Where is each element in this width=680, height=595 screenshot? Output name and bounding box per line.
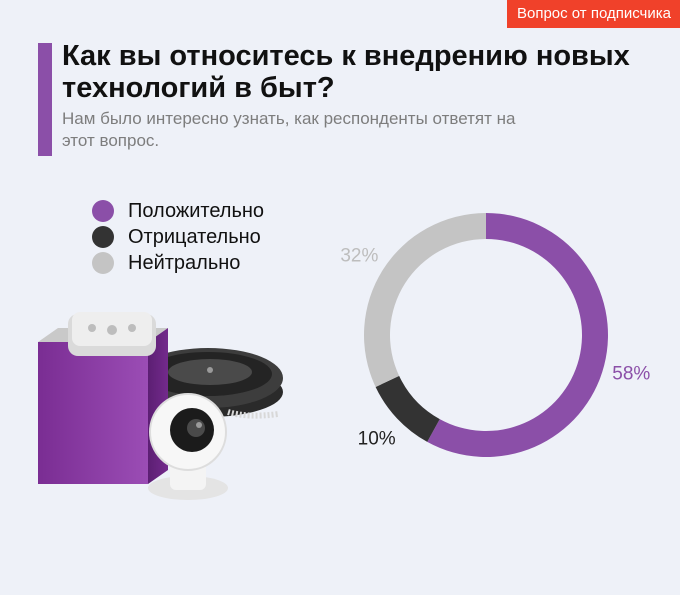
legend-swatch-negative (92, 226, 114, 248)
smart-speaker-icon (38, 312, 168, 484)
donut-slice-neutral (364, 213, 486, 387)
data-label-positive: 58% (612, 363, 650, 384)
legend-swatch-positive (92, 200, 114, 222)
page-subtitle: Нам было интересно узнать, как респонден… (62, 109, 516, 150)
subscriber-question-badge: Вопрос от подписчика (506, 0, 680, 28)
page-title: Как вы относитесь к внедрению новых техн… (62, 40, 630, 104)
donut-chart: 58% 10% 32% (340, 213, 650, 458)
smart-devices-illustration (38, 312, 283, 500)
title-accent-bar (38, 43, 52, 156)
legend-swatch-neutral (92, 252, 114, 274)
legend-label-neutral: Нейтрально (128, 251, 241, 274)
legend-item-negative: Отрицательно (92, 224, 264, 250)
data-label-negative: 10% (358, 429, 396, 450)
donut-slice-negative (375, 375, 440, 442)
chart-legend: Положительно Отрицательно Нейтрально (92, 198, 264, 276)
legend-label-negative: Отрицательно (128, 225, 261, 248)
legend-label-positive: Положительно (128, 199, 265, 222)
data-label-neutral: 32% (340, 246, 378, 267)
legend-item-positive: Положительно (92, 198, 264, 224)
donut-slice-positive (427, 213, 609, 458)
security-camera-icon (148, 393, 228, 500)
legend-item-neutral: Нейтрально (92, 250, 264, 276)
